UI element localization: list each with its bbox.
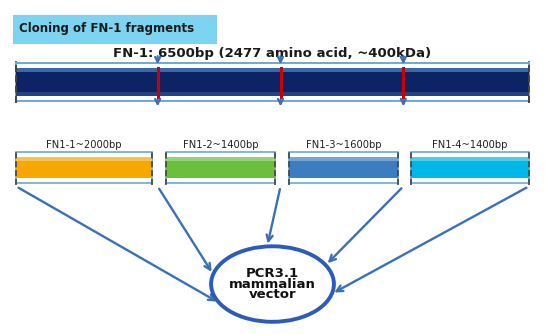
Bar — [166, 157, 275, 178]
Bar — [411, 157, 529, 178]
Text: FN1-2~1400bp: FN1-2~1400bp — [183, 140, 258, 150]
Bar — [411, 152, 529, 183]
Bar — [16, 152, 152, 183]
Bar — [16, 68, 529, 96]
Text: FN1-3~1600bp: FN1-3~1600bp — [306, 140, 381, 150]
FancyBboxPatch shape — [14, 16, 216, 45]
Bar — [16, 92, 529, 96]
Text: vector: vector — [249, 288, 296, 302]
Text: FN1-1~2000bp: FN1-1~2000bp — [46, 140, 122, 150]
Text: FN-1: 6500bp (2477 amino acid, ~400kDa): FN-1: 6500bp (2477 amino acid, ~400kDa) — [113, 47, 432, 60]
Bar — [16, 157, 152, 161]
Bar — [411, 157, 529, 161]
Bar — [288, 152, 398, 183]
Bar — [16, 68, 529, 72]
Bar — [166, 157, 275, 161]
Bar — [288, 157, 398, 161]
Text: mammalian: mammalian — [229, 277, 316, 290]
Text: Cloning of FN-1 fragments: Cloning of FN-1 fragments — [19, 22, 194, 36]
Text: FN1-4~1400bp: FN1-4~1400bp — [432, 140, 508, 150]
Bar — [288, 157, 398, 178]
FancyBboxPatch shape — [14, 15, 216, 43]
Bar — [166, 152, 275, 183]
Bar — [16, 63, 529, 102]
Bar — [16, 157, 152, 178]
Text: PCR3.1: PCR3.1 — [246, 267, 299, 280]
Ellipse shape — [211, 246, 334, 322]
